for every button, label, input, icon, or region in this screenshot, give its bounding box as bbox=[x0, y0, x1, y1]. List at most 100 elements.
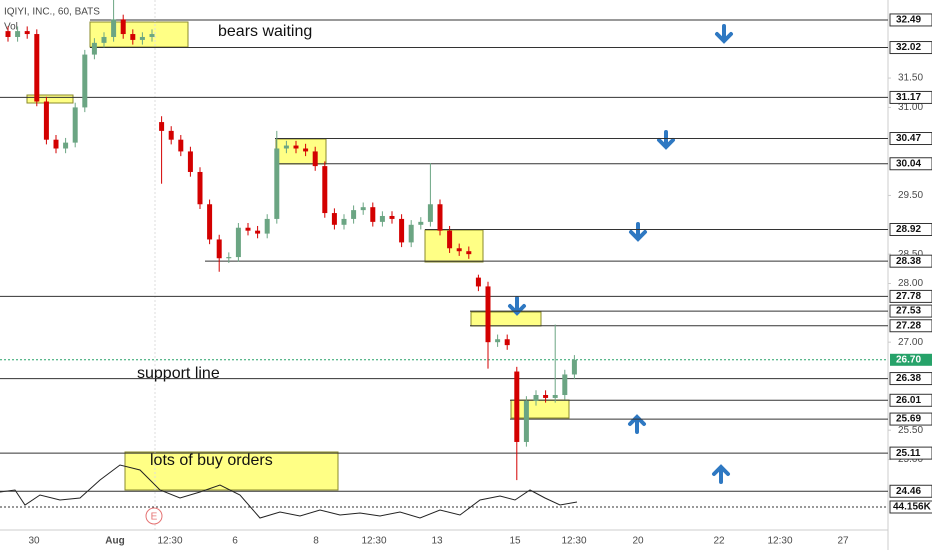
candle-body bbox=[351, 210, 357, 219]
candle-body bbox=[207, 204, 213, 240]
candle-body bbox=[437, 204, 443, 231]
x-tick-label: 12:30 bbox=[767, 536, 792, 547]
arrow-down bbox=[629, 222, 647, 242]
level-label: 25.11 bbox=[896, 448, 921, 459]
candle-body bbox=[552, 395, 558, 398]
box bbox=[275, 138, 327, 165]
candle-body bbox=[82, 54, 88, 108]
box bbox=[26, 94, 74, 104]
candle-body bbox=[495, 339, 501, 343]
box bbox=[424, 229, 484, 263]
arrow-up bbox=[628, 414, 646, 434]
candle-body bbox=[24, 31, 30, 35]
candle-body bbox=[159, 122, 165, 131]
box bbox=[510, 399, 570, 419]
candle-body bbox=[562, 374, 568, 396]
event-label: E bbox=[151, 512, 158, 523]
level-badge bbox=[889, 304, 932, 318]
box bbox=[124, 451, 339, 491]
candle-body bbox=[274, 148, 280, 219]
candle-body bbox=[139, 36, 145, 40]
candle-body bbox=[571, 359, 577, 375]
level-label: 28.92 bbox=[896, 224, 921, 235]
y-tick-label: 31.50 bbox=[898, 73, 923, 84]
y-tick-label: 28.00 bbox=[898, 278, 923, 289]
candle-body bbox=[418, 221, 424, 225]
y-tick-label: 28.50 bbox=[898, 249, 923, 260]
level-label: 25.69 bbox=[896, 414, 921, 425]
candle-body bbox=[72, 107, 78, 143]
level-badge bbox=[890, 353, 932, 366]
indicator-line bbox=[0, 464, 578, 519]
candle-body bbox=[149, 34, 155, 37]
candle-body bbox=[303, 148, 309, 152]
candle-body bbox=[216, 239, 222, 259]
y-tick-label: 29.50 bbox=[898, 190, 923, 201]
candle-body bbox=[255, 230, 261, 234]
x-tick-label: 15 bbox=[509, 536, 521, 547]
candle-body bbox=[120, 19, 126, 35]
level-label: 26.01 bbox=[896, 395, 921, 406]
candle-body bbox=[111, 19, 117, 37]
candle-body bbox=[283, 145, 289, 149]
candle-body bbox=[533, 395, 539, 401]
level-label: 24.46 bbox=[896, 486, 921, 497]
x-tick-label: 6 bbox=[232, 536, 238, 547]
candle-body bbox=[447, 230, 453, 249]
candle-body bbox=[5, 31, 11, 37]
candle-body bbox=[130, 34, 136, 40]
candle-body bbox=[514, 371, 520, 442]
level-label: 30.47 bbox=[896, 133, 921, 144]
level-badge bbox=[889, 289, 932, 303]
candle-body bbox=[456, 248, 462, 252]
candle-body bbox=[312, 151, 318, 167]
candle-body bbox=[226, 257, 232, 259]
symbol: IQIYI, INC., 60, BATS bbox=[4, 7, 100, 18]
y-tick-label: 25.50 bbox=[898, 425, 923, 436]
x-tick-label: 27 bbox=[837, 536, 849, 547]
x-tick-label: Aug bbox=[105, 536, 124, 547]
level-label: 27.53 bbox=[896, 306, 921, 317]
candle-body bbox=[187, 151, 193, 172]
candle-body bbox=[389, 215, 395, 219]
level-label: 30.04 bbox=[896, 158, 921, 169]
arrow-down bbox=[715, 24, 733, 44]
candle-body bbox=[245, 227, 251, 231]
level-badge bbox=[889, 484, 932, 498]
level-label: 26.38 bbox=[896, 373, 921, 384]
level-label: 26.70 bbox=[896, 354, 921, 365]
volume-badge bbox=[889, 500, 932, 514]
level-badge bbox=[889, 41, 932, 55]
y-tick-label: 31.00 bbox=[898, 102, 923, 113]
candle-body bbox=[178, 139, 184, 152]
box bbox=[89, 21, 189, 48]
candle-body bbox=[53, 139, 59, 149]
annotation: support line bbox=[137, 365, 220, 382]
level-badge bbox=[889, 90, 932, 104]
candle-body bbox=[475, 277, 481, 287]
box bbox=[470, 311, 542, 327]
candle-body bbox=[427, 204, 433, 222]
level-label: 27.78 bbox=[896, 291, 921, 302]
candle-body bbox=[523, 400, 529, 442]
x-tick-label: 8 bbox=[313, 536, 319, 547]
x-tick-label: 12:30 bbox=[157, 536, 182, 547]
event-badge bbox=[145, 507, 163, 525]
candle-body bbox=[504, 339, 510, 346]
candle-body bbox=[43, 101, 49, 140]
candle-body bbox=[63, 142, 69, 149]
candle-body bbox=[15, 31, 21, 37]
candle-body bbox=[341, 218, 347, 225]
candle-body bbox=[408, 224, 414, 243]
x-tick-label: 30 bbox=[28, 536, 40, 547]
candle-body bbox=[168, 130, 174, 140]
arrow-down bbox=[508, 296, 526, 316]
arrow-up bbox=[712, 464, 730, 484]
volume-title: Vol bbox=[4, 22, 18, 33]
x-tick-label: 12:30 bbox=[561, 536, 586, 547]
level-label: 32.49 bbox=[896, 15, 921, 26]
candle-body bbox=[197, 171, 203, 205]
annotation: lots of buy orders bbox=[150, 452, 273, 469]
level-label: 28.38 bbox=[896, 256, 921, 267]
candle-body bbox=[235, 227, 241, 258]
